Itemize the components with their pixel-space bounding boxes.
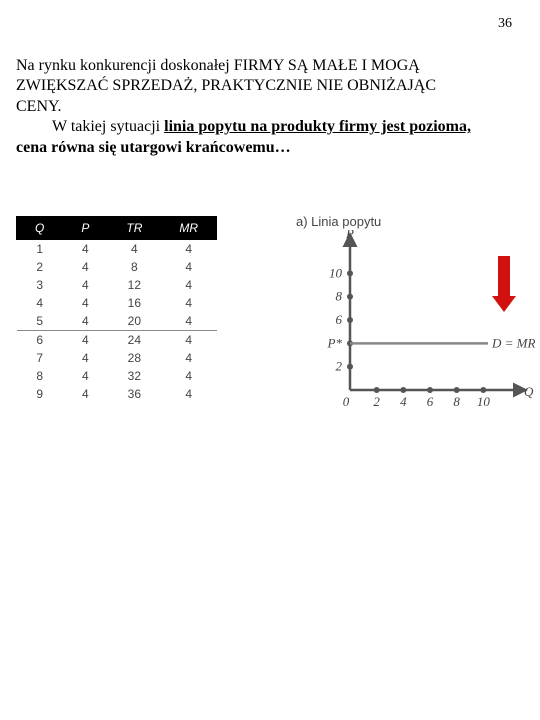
y-tick-dot — [347, 364, 353, 370]
y-tick-label: 6 — [336, 312, 343, 327]
table-row: 34124 — [17, 276, 217, 294]
text-line: ZWIĘKSZAĆ SPRZEDAŻ, PRAKTYCZNIE NIE OBNI… — [16, 76, 524, 96]
table-cell: 4 — [63, 240, 108, 259]
table-cell: 5 — [17, 312, 63, 331]
chart-title: a) Linia popytu — [296, 214, 381, 229]
table-cell: 24 — [108, 331, 161, 350]
table-cell: 4 — [161, 276, 217, 294]
x-tick-dot — [427, 387, 433, 393]
main-paragraph: Na rynku konkurencji doskonałej FIRMY SĄ… — [16, 56, 524, 158]
table-cell: 4 — [161, 367, 217, 385]
y-tick-label: 8 — [336, 289, 343, 304]
table-row: 84324 — [17, 367, 217, 385]
table-header-cell: TR — [108, 217, 161, 240]
table-cell: 4 — [63, 349, 108, 367]
x-tick-dot — [480, 387, 486, 393]
table-cell: 6 — [17, 331, 63, 350]
table-cell: 4 — [161, 312, 217, 331]
table-cell: 12 — [108, 276, 161, 294]
table-cell: 3 — [17, 276, 63, 294]
table-header-cell: P — [63, 217, 108, 240]
table-cell: 8 — [17, 367, 63, 385]
text-run-emph: linia popytu na produkty firmy jest pozi… — [164, 118, 471, 135]
y-tick-label: P* — [327, 335, 343, 350]
table-cell: 4 — [108, 240, 161, 259]
text-run: W takiej sytuacji — [52, 118, 164, 135]
table-row: 54204 — [17, 312, 217, 331]
table-row: 74284 — [17, 349, 217, 367]
y-tick-dot — [347, 294, 353, 300]
table-cell: 4 — [63, 312, 108, 331]
table-cell: 4 — [63, 367, 108, 385]
y-tick-dot — [347, 270, 353, 276]
table-row: 64244 — [17, 331, 217, 350]
table-cell: 2 — [17, 258, 63, 276]
table-cell: 4 — [161, 258, 217, 276]
table-header-cell: Q — [17, 217, 63, 240]
figure-area: QPTRMR 144424843412444164542046424474284… — [16, 208, 524, 438]
table-cell: 20 — [108, 312, 161, 331]
table-cell: 4 — [63, 331, 108, 350]
table-cell: 4 — [161, 349, 217, 367]
red-arrow-icon — [492, 296, 516, 312]
table-cell: 8 — [108, 258, 161, 276]
x-axis-label: Q — [524, 384, 534, 399]
table-cell: 4 — [63, 385, 108, 403]
table-row: 1444 — [17, 240, 217, 259]
table-body: 1444248434124441645420464244742848432494… — [17, 240, 217, 404]
table-cell: 4 — [63, 258, 108, 276]
table-cell: 9 — [17, 385, 63, 403]
table-cell: 4 — [63, 294, 108, 312]
table-cell: 16 — [108, 294, 161, 312]
x-tick-dot — [454, 387, 460, 393]
y-tick-label: 10 — [329, 265, 343, 280]
table-head: QPTRMR — [17, 217, 217, 240]
table-row: 44164 — [17, 294, 217, 312]
x-tick-label: 6 — [427, 394, 434, 409]
red-arrow-icon — [498, 256, 510, 296]
y-axis-label: P — [345, 230, 354, 241]
x-tick-dot — [400, 387, 406, 393]
x-tick-dot — [374, 387, 380, 393]
data-table: QPTRMR 144424843412444164542046424474284… — [16, 216, 217, 403]
table-cell: 4 — [161, 240, 217, 259]
table-cell: 4 — [161, 331, 217, 350]
table-cell: 4 — [161, 294, 217, 312]
table-cell: 7 — [17, 349, 63, 367]
x-tick-label: 10 — [477, 394, 491, 409]
table-row: 2484 — [17, 258, 217, 276]
text-line: W takiej sytuacji linia popytu na produk… — [16, 117, 524, 137]
x-tick-label: 4 — [400, 394, 407, 409]
page-number: 36 — [498, 16, 512, 32]
text-line: Na rynku konkurencji doskonałej FIRMY SĄ… — [16, 56, 524, 76]
demand-label: D = MR — [491, 335, 535, 350]
x-tick-label: 0 — [343, 394, 350, 409]
table-cell: 36 — [108, 385, 161, 403]
text-line: CENY. — [16, 97, 524, 117]
table-header-cell: MR — [161, 217, 217, 240]
table-cell: 4 — [161, 385, 217, 403]
text-line: cena równa się utargowi krańcowemu… — [16, 138, 524, 158]
x-tick-label: 8 — [453, 394, 460, 409]
y-tick-dot — [347, 317, 353, 323]
table-cell: 4 — [17, 294, 63, 312]
table-cell: 1 — [17, 240, 63, 259]
table-cell: 32 — [108, 367, 161, 385]
x-tick-label: 2 — [373, 394, 380, 409]
table-row: 94364 — [17, 385, 217, 403]
y-tick-label: 2 — [336, 359, 343, 374]
demand-chart: P Q 2 P* 6 8 10 0 2 4 6 8 10 D = MR — [316, 230, 536, 430]
table-cell: 4 — [63, 276, 108, 294]
table-cell: 28 — [108, 349, 161, 367]
